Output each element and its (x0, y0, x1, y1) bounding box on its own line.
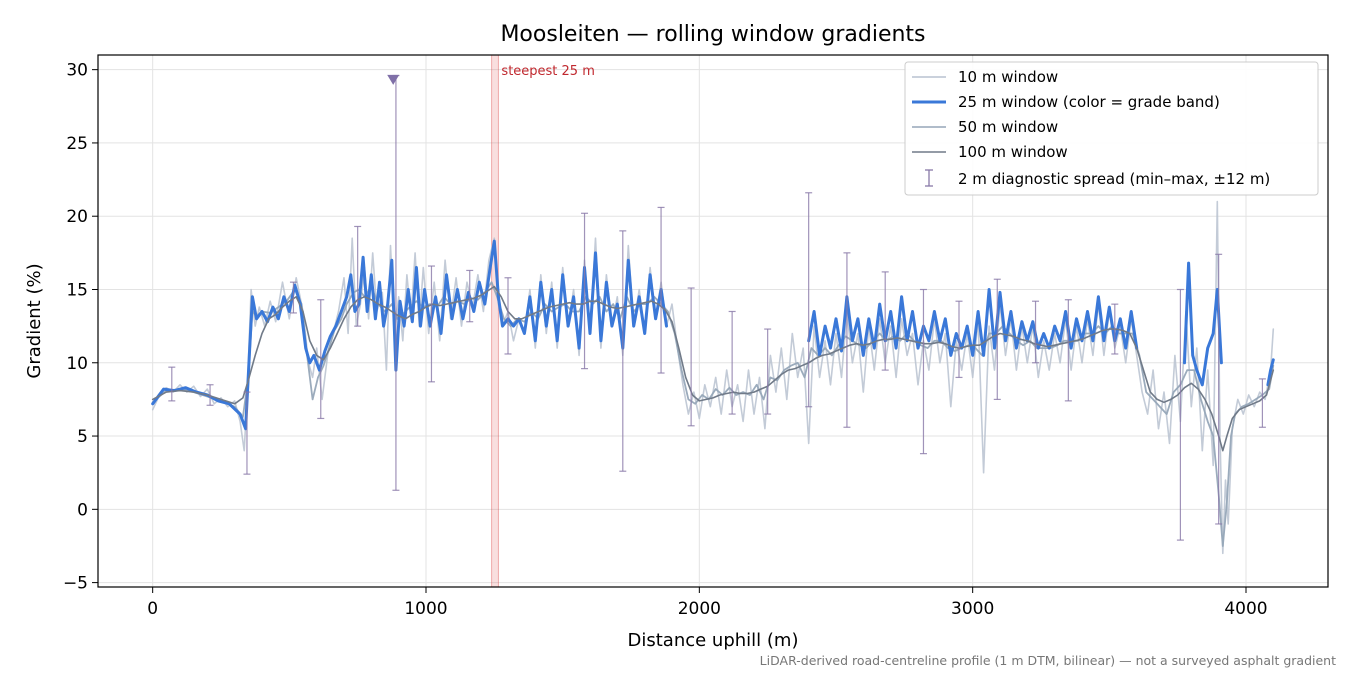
legend-frame (904, 61, 1319, 196)
series-layer (151, 200, 1275, 555)
spread-bar (427, 265, 435, 383)
spread-bar (619, 230, 627, 472)
legend-label-spread: 2 m diagnostic spread (min–max, ±12 m) (958, 170, 1270, 188)
spread-bar (657, 206, 665, 374)
legend-label-25m: 25 m window (color = grade band) (958, 93, 1220, 111)
y-tick-label: 10 (66, 354, 88, 374)
spread-bar (805, 192, 813, 408)
legend: 10 m window 25 m window (color = grade b… (904, 61, 1319, 196)
y-tick-label: 15 (66, 280, 88, 300)
x-axis-label: Distance uphill (m) (628, 630, 799, 651)
series-25m-line (1266, 358, 1275, 387)
series-25m-line (151, 239, 668, 431)
series-25m-line (1183, 261, 1223, 387)
spread-bar (466, 269, 474, 323)
spread-bar (317, 299, 325, 420)
y-tick-label: 5 (77, 427, 88, 447)
spread-bar (1064, 299, 1072, 402)
legend-swatch-spread (925, 169, 933, 187)
spread-bar (581, 212, 589, 370)
spread-bar (1215, 253, 1223, 525)
spread-bar (919, 288, 927, 455)
x-tick-label: 4000 (1224, 599, 1267, 619)
spread-bar (764, 328, 772, 415)
footnote: LiDAR-derived road-centreline profile (1… (760, 653, 1336, 668)
x-tick-label: 3000 (951, 599, 994, 619)
spread-bar (881, 271, 889, 371)
spread-bar (843, 252, 851, 428)
spread-bar (354, 225, 362, 327)
error-bars (168, 74, 1266, 541)
y-axis-label: Gradient (%) (24, 263, 45, 378)
y-tick-label: 20 (66, 207, 88, 227)
legend-label-10m: 10 m window (958, 68, 1058, 86)
series-100m-line (151, 285, 1275, 452)
spread-bar (687, 287, 695, 427)
steepest-band (491, 54, 499, 588)
spread-bar (243, 391, 251, 475)
y-tick-label: −5 (63, 574, 88, 594)
y-tick-label: 25 (66, 134, 88, 154)
x-tick-label: 2000 (678, 599, 721, 619)
spread-bar (504, 277, 512, 355)
plot-frame (97, 54, 1329, 588)
spread-bar (1258, 378, 1266, 428)
spread-bar (206, 384, 214, 406)
x-tick-label: 0 (147, 599, 158, 619)
spread-bar (168, 366, 176, 402)
spread-bar (1176, 288, 1184, 541)
y-axis: −5 0 5 10 15 20 25 30 (63, 61, 98, 594)
spread-bar (289, 281, 297, 314)
outlier-marker (387, 74, 400, 85)
spread-bar (993, 278, 1001, 401)
spread-bar (955, 300, 963, 379)
legend-label-50m: 50 m window (958, 118, 1058, 136)
y-tick-label: 30 (66, 61, 88, 81)
x-axis: 0 1000 2000 3000 4000 (147, 587, 1268, 619)
series-25m-line (807, 288, 1139, 357)
spread-bar (728, 310, 736, 415)
x-tick-label: 1000 (404, 599, 447, 619)
y-tick-label: 0 (77, 500, 88, 520)
spread-bar (1111, 303, 1119, 355)
chart-title: Moosleiten — rolling window gradients (500, 22, 925, 47)
spread-bar (1032, 300, 1040, 364)
outlier-triangle (387, 74, 400, 85)
steepest-label: steepest 25 m (501, 64, 594, 79)
legend-label-100m: 100 m window (958, 143, 1068, 161)
